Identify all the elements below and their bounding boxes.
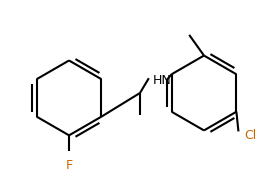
Text: HN: HN: [153, 74, 172, 87]
Text: F: F: [65, 159, 73, 172]
Text: Cl: Cl: [244, 129, 257, 142]
